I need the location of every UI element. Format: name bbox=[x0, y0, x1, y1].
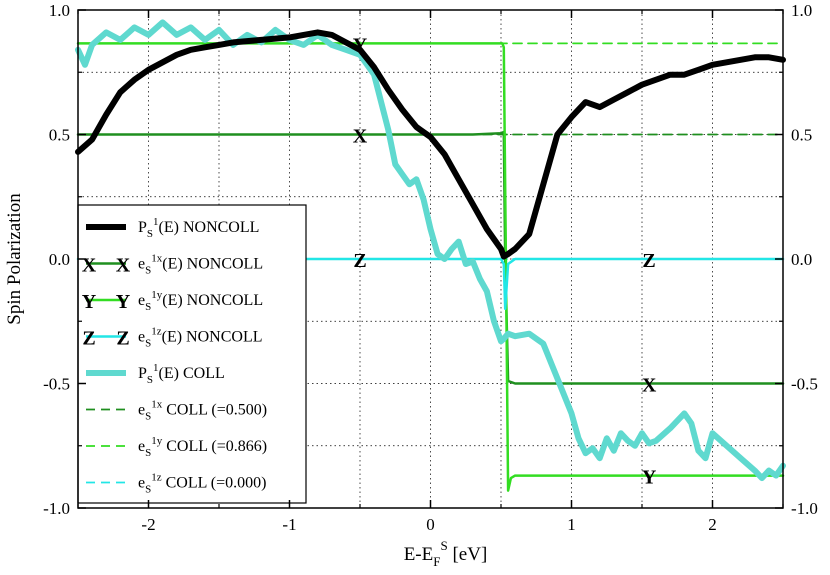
series-layer bbox=[75, 19, 786, 492]
y-tick-label-left: 0.5 bbox=[49, 126, 70, 145]
legend-marker: Y bbox=[116, 291, 131, 313]
legend-rest: (E) NONCOLL bbox=[162, 256, 263, 273]
legend-sup: 1y bbox=[151, 289, 163, 301]
series-ey_noncoll bbox=[76, 42, 785, 492]
annotation-x: X bbox=[353, 126, 368, 148]
annotation-z: Z bbox=[642, 250, 655, 272]
annotation-x: X bbox=[642, 375, 657, 397]
y-tick-label-right: -1.0 bbox=[791, 499, 818, 518]
legend-sup: 1x bbox=[151, 253, 163, 265]
y-tick-label-left: 1.0 bbox=[49, 1, 70, 20]
annotation-y: Y bbox=[642, 467, 657, 489]
legend-rest: (E) COLL bbox=[159, 365, 225, 382]
legend-rest: COLL (=0.000) bbox=[162, 475, 267, 492]
legend-base: P bbox=[138, 365, 147, 382]
y-tick-label-right: 0.0 bbox=[791, 250, 812, 269]
legend-rest: COLL (=0.866) bbox=[162, 438, 267, 455]
legend-label: eS1z(E) NONCOLL bbox=[138, 326, 263, 350]
legend-sup: 1z bbox=[151, 326, 162, 338]
legend-base: P bbox=[138, 219, 147, 236]
series-ps_noncoll bbox=[75, 29, 786, 260]
x-tick-label: 1 bbox=[567, 515, 576, 534]
legend-marker: Y bbox=[82, 291, 97, 313]
x-tick-label: 2 bbox=[708, 515, 717, 534]
legend-rest: (E) NONCOLL bbox=[159, 219, 260, 236]
x-label-unit: [eV] bbox=[448, 544, 488, 565]
legend-base: e bbox=[138, 402, 145, 419]
legend-label: eS1y(E) NONCOLL bbox=[138, 289, 263, 313]
x-tick-label: 0 bbox=[426, 515, 435, 534]
x-axis-label: E-EFS [eV] bbox=[404, 538, 488, 569]
legend-rest: COLL (=0.500) bbox=[162, 402, 267, 419]
x-label-sub: F bbox=[433, 554, 440, 569]
legend-label: eS1x COLL (=0.500) bbox=[138, 399, 267, 423]
series-ez_noncoll bbox=[76, 257, 785, 311]
legend-marker: Z bbox=[116, 328, 129, 350]
annotation-z: Z bbox=[353, 250, 366, 272]
legend-sup: 1x bbox=[151, 399, 163, 411]
axes: -2 -1 0 1 2 -1.0 -1.0 -0.5 -0.5 0.0 0.0 0.5 0.5 1.0 1.… bbox=[43, 1, 818, 534]
legend-label: eS1y COLL (=0.866) bbox=[138, 435, 267, 459]
legend-base: e bbox=[138, 256, 145, 273]
legend-base: e bbox=[138, 438, 145, 455]
legend-sub: S bbox=[145, 301, 151, 313]
legend-box bbox=[77, 204, 307, 504]
legend-sub: S bbox=[145, 447, 151, 459]
x-label-main: E-E bbox=[404, 544, 434, 565]
legend-base: e bbox=[138, 329, 145, 346]
legend-label: PS1(E) COLL bbox=[138, 362, 225, 386]
y-tick-label-right: 1.0 bbox=[791, 1, 812, 20]
y-tick-label-right: -0.5 bbox=[791, 375, 818, 394]
legend-sup: 1y bbox=[151, 435, 163, 447]
legend-base: e bbox=[138, 475, 145, 492]
x-label-sup: S bbox=[440, 538, 447, 553]
y-axis-label: Spin Polarization bbox=[4, 193, 25, 325]
legend-label: eS1z COLL (=0.000) bbox=[138, 472, 266, 496]
annotation-y: Y bbox=[353, 34, 368, 56]
legend-sub: S bbox=[145, 411, 151, 423]
legend-base: e bbox=[138, 292, 145, 309]
y-tick-label-left: 0.0 bbox=[49, 250, 70, 269]
legend-marker: X bbox=[116, 255, 131, 277]
y-tick-label-left: -0.5 bbox=[43, 375, 70, 394]
legend-sub: S bbox=[145, 265, 151, 277]
legend-sub: S bbox=[147, 374, 153, 386]
legend-label: PS1(E) NONCOLL bbox=[138, 216, 259, 240]
y-tick-label-right: 0.5 bbox=[791, 126, 812, 145]
legend-sub: S bbox=[145, 338, 151, 350]
legend-sup: 1 bbox=[153, 216, 159, 228]
legend-marker: X bbox=[82, 255, 97, 277]
x-tick-label: -1 bbox=[282, 515, 296, 534]
legend-sub: S bbox=[147, 228, 153, 240]
legend-label: eS1x(E) NONCOLL bbox=[138, 253, 263, 277]
annotation-layer: X Y Z Z X Y bbox=[353, 34, 657, 488]
legend-rest: (E) NONCOLL bbox=[162, 329, 263, 346]
legend-rest: (E) NONCOLL bbox=[162, 292, 263, 309]
x-tick-label: -2 bbox=[141, 515, 155, 534]
legend-marker: Z bbox=[82, 328, 95, 350]
legend-sub: S bbox=[145, 484, 151, 496]
legend-sup: 1 bbox=[153, 362, 159, 374]
legend-sup: 1z bbox=[151, 472, 162, 484]
y-tick-label-left: -1.0 bbox=[43, 499, 70, 518]
